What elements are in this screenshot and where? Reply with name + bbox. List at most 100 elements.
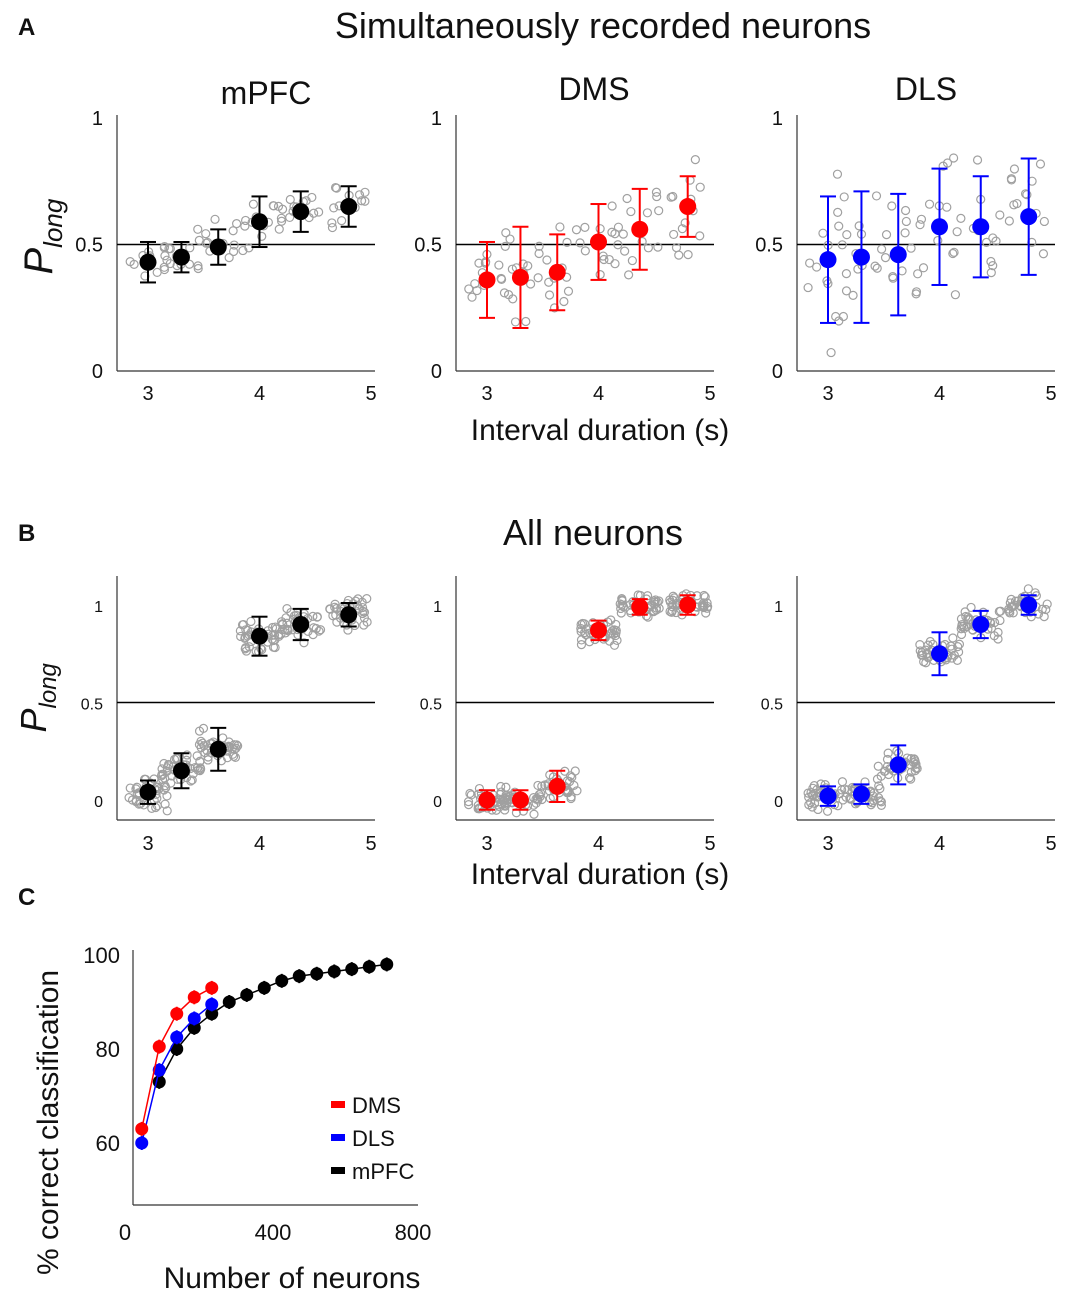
scatter-point: [680, 218, 690, 228]
scatter-point: [569, 780, 579, 790]
scatter-point: [900, 205, 911, 216]
panel-a-dls-mean-point: [1020, 208, 1038, 226]
panel-a-dls-mean-point: [852, 248, 870, 266]
scatter-point: [654, 206, 664, 216]
scatter-point: [283, 626, 293, 636]
scatter-point: [887, 201, 897, 211]
scatter-point: [526, 279, 536, 289]
scatter-point: [562, 237, 572, 248]
scatter-point: [880, 253, 891, 263]
scatter-point: [533, 273, 543, 283]
panel-c-point-mpfc: [275, 974, 289, 988]
x-axis-label: Interval duration (s): [471, 414, 729, 447]
scatter-point: [474, 258, 484, 268]
panel-b-dms-ytick-label: 0.5: [420, 697, 442, 714]
scatter-point: [870, 261, 880, 271]
scatter-point: [947, 644, 957, 654]
scatter-point: [277, 619, 288, 630]
scatter-point: [812, 785, 822, 795]
scatter-point: [165, 244, 175, 254]
scatter-point: [952, 227, 962, 237]
panel-a-mpfc-mean-point: [340, 198, 358, 216]
scatter-point: [622, 193, 632, 204]
scatter-point: [332, 603, 342, 614]
scatter-point: [314, 207, 324, 217]
scatter-point: [981, 237, 992, 247]
panel-c-point-dms: [152, 1040, 166, 1054]
panel-a-dms-mean-point: [511, 268, 529, 286]
panel-c-point-dms: [170, 1007, 184, 1021]
scatter-point: [838, 311, 849, 322]
legend-swatch-dms: [331, 1101, 345, 1108]
scatter-point: [276, 629, 286, 639]
panel-a-dms-mean-point: [478, 271, 496, 289]
scatter-point: [162, 806, 172, 816]
scatter-point: [285, 194, 295, 205]
scatter-point: [299, 638, 309, 648]
panel-c-point-mpfc: [205, 1007, 219, 1021]
scatter-point: [501, 228, 511, 238]
scatter-point: [901, 216, 911, 227]
panel-a-dms-ytick-label: 0: [431, 361, 442, 383]
panel-a-dms-mean-point: [679, 198, 697, 216]
scatter-point: [653, 242, 663, 252]
scatter-point: [892, 746, 902, 756]
scatter-point: [474, 783, 485, 794]
scatter-point: [906, 243, 916, 253]
scatter-point: [699, 590, 709, 601]
panel-b-mpfc-ytick-label: 0: [94, 794, 103, 811]
scatter-point: [599, 254, 609, 265]
scatter-point: [360, 187, 370, 197]
scatter-point: [360, 196, 370, 206]
scatter-point: [224, 252, 234, 263]
scatter-point: [956, 213, 966, 223]
scatter-point: [869, 796, 879, 806]
panel-a-mpfc-ytick-label: 1: [92, 108, 103, 130]
scatter-point: [534, 790, 544, 800]
scatter-point: [203, 755, 213, 765]
panel-c-point-dms: [187, 990, 201, 1004]
scatter-point: [507, 264, 517, 274]
panel-c-point-mpfc: [240, 988, 254, 1002]
scatter-point: [232, 219, 242, 229]
scatter-point: [995, 210, 1005, 220]
scatter-point: [534, 241, 544, 251]
scatter-point: [618, 229, 628, 239]
scatter-point: [826, 347, 836, 358]
scatter-point: [699, 600, 709, 611]
panel-a-dls-ytick-label: 1: [772, 108, 783, 130]
scatter-point: [803, 788, 813, 798]
panel-b-dms-xtick-label: 4: [593, 833, 604, 855]
scatter-point: [354, 190, 365, 200]
scatter-point: [606, 615, 616, 625]
scatter-point: [842, 230, 852, 240]
panel-a-mpfc-mean-point: [292, 203, 310, 221]
scatter-point: [162, 763, 172, 773]
scatter-point: [607, 227, 617, 237]
scatter-point: [841, 286, 852, 296]
panel-c-point-mpfc: [345, 962, 359, 976]
panel-c-point-mpfc: [310, 967, 324, 981]
scatter-point: [267, 634, 277, 644]
scatter-point: [904, 773, 915, 783]
scatter-point: [910, 756, 920, 767]
scatter-point: [948, 633, 958, 643]
panel-a-dms-ytick-label: 1: [431, 108, 442, 130]
scatter-point: [923, 640, 933, 650]
scatter-point: [125, 257, 135, 267]
panel-a-mpfc-xtick-label: 4: [254, 383, 265, 405]
scatter-point: [248, 199, 259, 209]
subplot-title-dls: DLS: [895, 71, 957, 107]
scatter-point: [575, 238, 585, 248]
panel-a-dms-xtick-label: 4: [593, 383, 604, 405]
scatter-point: [1023, 584, 1033, 594]
scatter-point: [611, 619, 621, 630]
scatter-point: [702, 603, 712, 613]
scatter-point: [950, 290, 960, 300]
scatter-point: [668, 591, 678, 601]
scatter-point: [464, 800, 474, 810]
scatter-point: [643, 612, 653, 622]
scatter-point: [277, 216, 287, 226]
panel-a-dls-ytick-label: 0: [772, 361, 783, 383]
